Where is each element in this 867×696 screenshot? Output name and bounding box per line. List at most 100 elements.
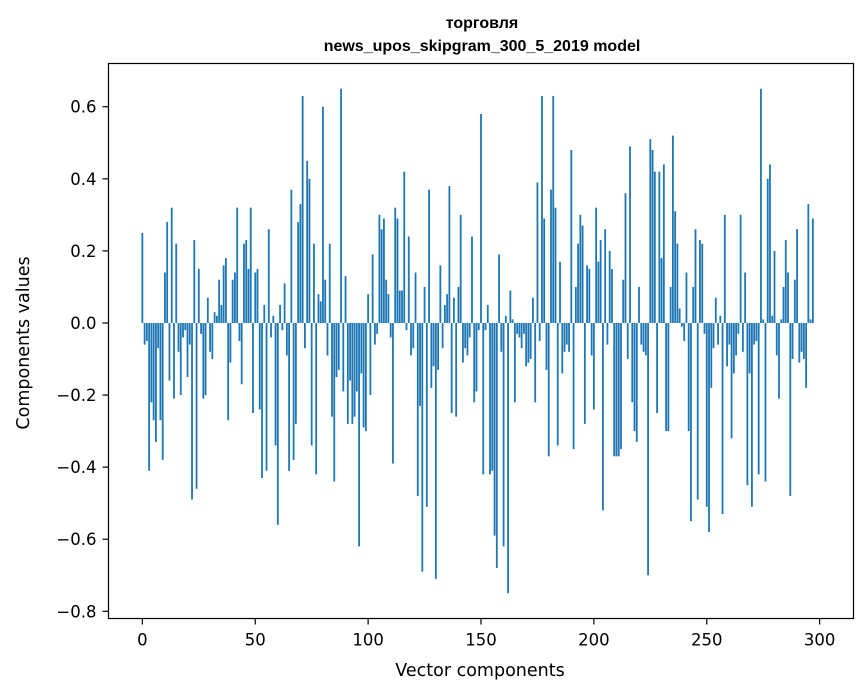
bar-118	[407, 236, 410, 323]
bar-55	[265, 322, 268, 471]
bar-256	[719, 315, 722, 323]
bar-225	[649, 139, 652, 323]
bar-193	[577, 243, 579, 323]
bar-128	[430, 322, 433, 388]
x-tick-label: 150	[465, 631, 497, 650]
bar-75	[310, 322, 313, 446]
bar-126	[425, 322, 428, 507]
bar-236	[674, 211, 677, 323]
bar-138	[453, 297, 455, 323]
bar-185	[559, 261, 561, 323]
bar-116	[403, 171, 406, 323]
bar-18	[182, 322, 184, 338]
chart-title-line1: торговля	[446, 15, 519, 32]
bar-61	[279, 304, 281, 323]
bar-4	[150, 322, 153, 403]
bar-195	[581, 225, 584, 323]
bar-36	[222, 265, 225, 323]
bar-135	[446, 294, 449, 323]
bar-226	[651, 149, 654, 323]
bar-65	[288, 322, 291, 471]
bar-178	[543, 218, 546, 323]
bar-206	[606, 322, 609, 345]
bar-272	[755, 322, 758, 341]
bar-162	[507, 322, 509, 594]
bar-117	[405, 322, 408, 331]
bar-229	[658, 171, 661, 323]
bar-237	[676, 243, 679, 323]
bar-161	[504, 315, 507, 323]
bar-71	[301, 95, 304, 323]
bar-240	[683, 322, 686, 341]
bar-105	[378, 214, 381, 323]
bar-212	[620, 322, 622, 450]
bar-276	[764, 322, 767, 482]
bar-51	[256, 268, 259, 323]
bar-80	[322, 106, 324, 323]
bar-180	[547, 322, 550, 457]
bar-263	[735, 322, 738, 356]
x-tick-label: 100	[352, 631, 384, 650]
bar-159	[500, 322, 503, 352]
bar-96	[358, 322, 360, 547]
bar-29	[206, 297, 209, 323]
bar-136	[448, 186, 451, 323]
bar-69	[297, 222, 300, 323]
bar-101	[369, 322, 372, 396]
bar-52	[258, 322, 261, 410]
bar-247	[699, 240, 701, 323]
bar-188	[565, 322, 568, 345]
bar-252	[710, 322, 713, 388]
bar-150	[480, 113, 482, 323]
x-tick-label: 0	[137, 631, 148, 650]
bar-149	[477, 322, 480, 331]
bar-241	[685, 272, 688, 323]
bar-238	[678, 308, 681, 323]
bar-165	[513, 322, 516, 403]
bar-23	[193, 240, 196, 323]
bar-290	[796, 229, 798, 323]
bar-82	[326, 322, 329, 356]
bar-287	[789, 322, 792, 496]
x-tick-label: 300	[804, 631, 836, 650]
bar-265	[739, 214, 742, 323]
bar-167	[518, 322, 521, 338]
bar-295	[807, 204, 810, 323]
bar-103	[373, 322, 376, 345]
bar-228	[656, 322, 658, 414]
bar-177	[541, 95, 543, 323]
bar-125	[423, 286, 426, 323]
bar-209	[613, 322, 616, 457]
bar-109	[387, 294, 390, 323]
bar-6	[155, 322, 157, 442]
bar-37	[224, 258, 227, 323]
bar-122	[416, 322, 419, 496]
bar-38	[227, 322, 230, 421]
bar-77	[315, 322, 318, 475]
chart-title-line2: news_upos_skipgram_300_5_2019 model	[324, 38, 641, 55]
x-axis-label: Vector components	[395, 661, 564, 681]
bar-34	[218, 279, 221, 323]
bar-192	[574, 286, 577, 323]
bar-145	[468, 322, 471, 338]
bar-153	[486, 304, 489, 323]
bar-141	[459, 214, 462, 323]
bar-182	[552, 95, 555, 323]
bar-114	[398, 290, 401, 323]
bar-208	[611, 268, 613, 323]
bar-274	[760, 88, 762, 323]
bar-14	[173, 322, 175, 399]
bar-147	[473, 322, 476, 403]
bar-111	[392, 322, 394, 464]
bar-64	[285, 322, 288, 356]
bar-19	[184, 322, 187, 331]
bar-107	[383, 218, 385, 323]
bar-262	[732, 322, 735, 374]
x-tick-label: 250	[691, 631, 723, 650]
bar-296	[809, 319, 812, 323]
bar-91	[346, 322, 349, 424]
bar-131	[437, 322, 440, 370]
bar-189	[568, 322, 570, 352]
bar-59	[274, 322, 277, 446]
bar-42	[236, 207, 239, 323]
